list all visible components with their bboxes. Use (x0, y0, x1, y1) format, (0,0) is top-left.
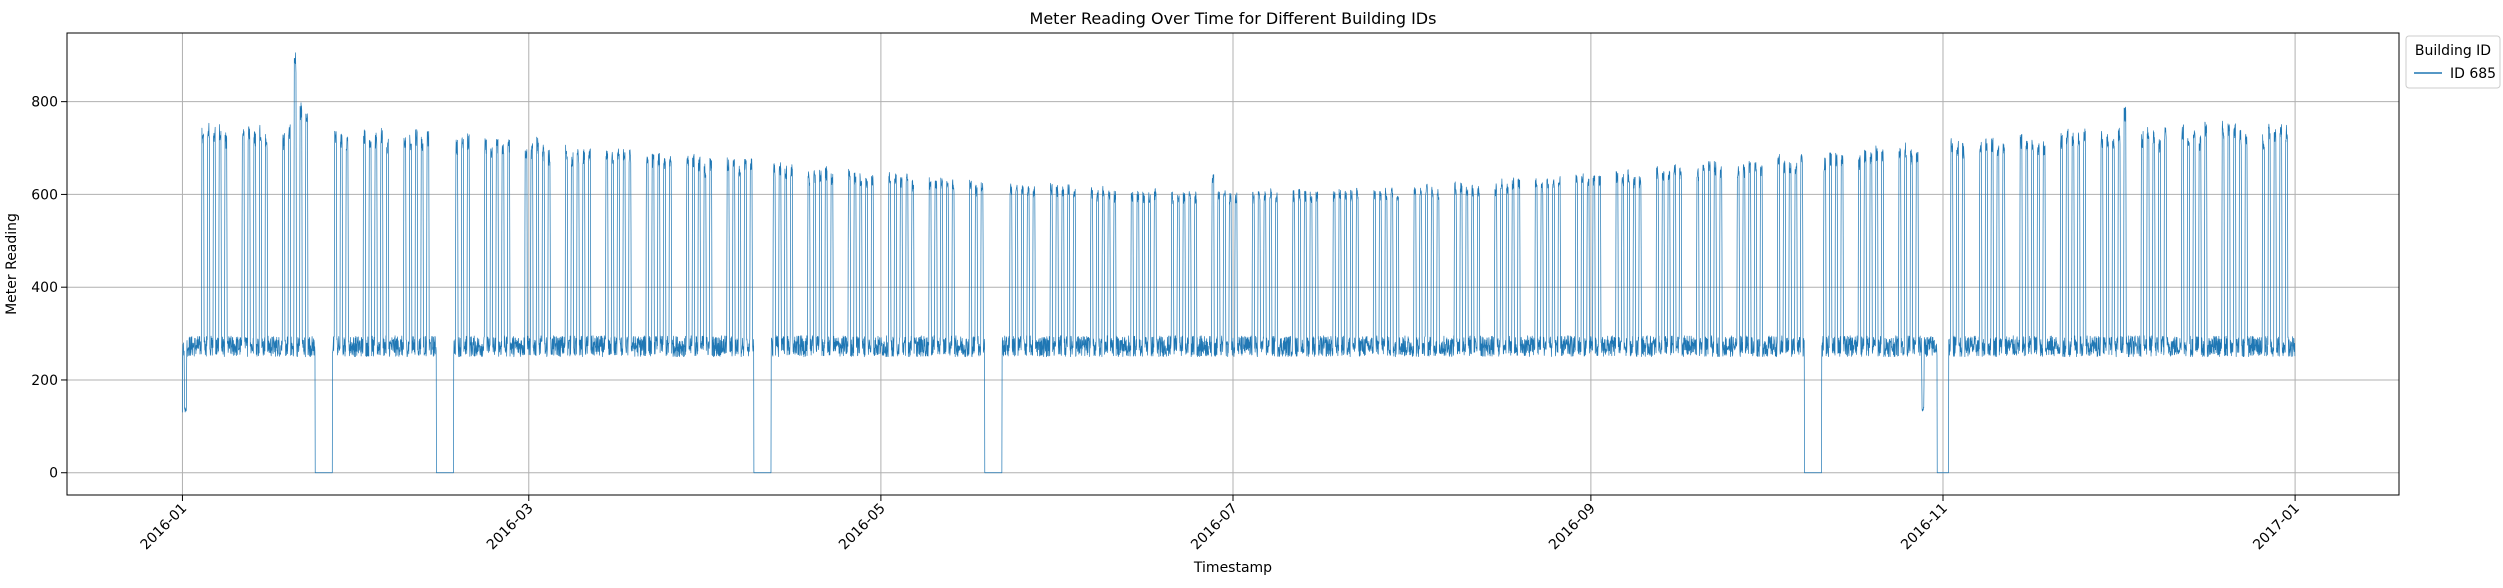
y-axis-label: Meter Reading (4, 213, 20, 315)
y-tick-layer: 0 200 400 600 800 (31, 95, 67, 482)
y-tick-label: 400 (31, 280, 58, 296)
legend-entry-label: ID 685 (2450, 66, 2496, 82)
x-tick-label: 2016-01 (138, 501, 191, 554)
y-tick-label: 800 (31, 95, 58, 111)
x-tick-label: 2016-05 (836, 501, 889, 554)
series-layer (182, 52, 2296, 474)
y-tick-label: 200 (31, 373, 58, 389)
grid-layer (67, 33, 2399, 495)
series-line-id-685 (182, 52, 2296, 474)
legend-title: Building ID (2415, 43, 2491, 59)
x-axis-label: Timestamp (1193, 560, 1272, 576)
y-tick-label: 0 (49, 466, 58, 482)
legend: Building ID ID 685 (2405, 35, 2501, 89)
chart-title: Meter Reading Over Time for Different Bu… (1030, 9, 1437, 28)
x-tick-layer: 2016-01 2016-03 2016-05 2016-07 2016-09 2016-… (138, 495, 2303, 553)
legend-box (2405, 35, 2501, 89)
x-tick-label: 2016-07 (1188, 501, 1241, 554)
x-tick-label: 2017-01 (2250, 501, 2303, 554)
x-tick-label: 2016-11 (1898, 501, 1951, 554)
x-tick-label: 2016-03 (484, 501, 537, 554)
x-tick-label: 2016-09 (1546, 501, 1599, 554)
y-tick-label: 600 (31, 187, 58, 203)
